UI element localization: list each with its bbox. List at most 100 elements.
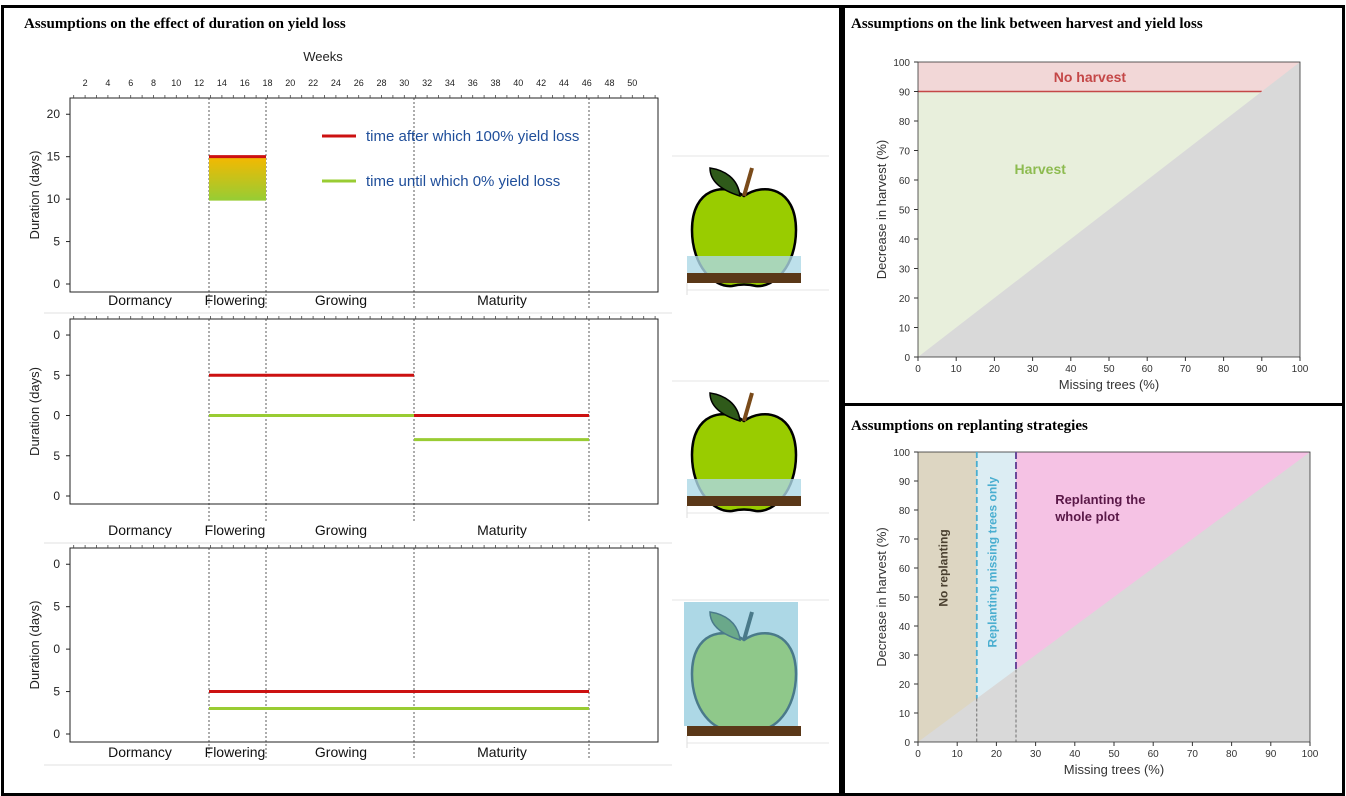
- apple-illustration: [672, 599, 829, 748]
- week-tick-label: 14: [217, 78, 227, 88]
- week-tick-label: 32: [422, 78, 432, 88]
- week-tick-label: 44: [559, 78, 569, 88]
- y-tick-label: 15: [47, 150, 61, 164]
- y-tick-label: 10: [899, 709, 911, 720]
- soil: [687, 726, 801, 736]
- week-tick-label: 50: [627, 78, 637, 88]
- y-axis-label: Decrease in harvest (%): [874, 527, 889, 666]
- x-tick-label: 30: [1027, 364, 1039, 375]
- panel-title: Assumptions on replanting strategies: [851, 418, 1088, 434]
- week-tick-label: 28: [376, 78, 386, 88]
- y-tick-label: 0: [53, 727, 60, 741]
- soil: [687, 273, 801, 283]
- replanting-whole-label-line2: whole plot: [1054, 509, 1120, 524]
- y-tick-label: 40: [899, 235, 911, 246]
- no-harvest-label: No harvest: [1054, 69, 1127, 85]
- y-tick-label: 20: [899, 680, 911, 691]
- week-tick-label: 40: [513, 78, 523, 88]
- week-tick-label: 20: [285, 78, 295, 88]
- y-tick-label: 90: [899, 88, 911, 99]
- y-tick-label: 0: [53, 328, 60, 342]
- x-tick-label: 60: [1148, 749, 1160, 760]
- y-tick-label: 5: [53, 685, 60, 699]
- y-tick-label: 50: [899, 593, 911, 604]
- plot-frame: [69, 547, 659, 743]
- legend-red-label: time after which 100% yield loss: [366, 128, 579, 145]
- phase-label: Dormancy: [108, 292, 172, 308]
- harvest-label: Harvest: [1015, 161, 1067, 177]
- x-tick-label: 40: [1065, 364, 1077, 375]
- week-tick-label: 8: [151, 78, 156, 88]
- y-axis-label: Duration (days): [27, 601, 42, 690]
- x-tick-label: 90: [1256, 364, 1268, 375]
- flood-water: [687, 256, 801, 273]
- week-tick-label: 24: [331, 78, 341, 88]
- phase-label: Flowering: [205, 744, 266, 760]
- x-axis-label: Missing trees (%): [1064, 762, 1164, 777]
- week-tick-label: 10: [171, 78, 181, 88]
- x-tick-label: 100: [1292, 364, 1309, 375]
- week-tick-label: 12: [194, 78, 204, 88]
- y-tick-label: 0: [53, 642, 60, 656]
- y-tick-label: 0: [53, 277, 60, 291]
- x-tick-label: 50: [1103, 364, 1115, 375]
- y-tick-label: 5: [53, 368, 60, 382]
- y-tick-label: 70: [899, 147, 911, 158]
- apple-illustration: [672, 155, 829, 295]
- y-tick-label: 90: [899, 477, 911, 488]
- soil: [687, 496, 801, 506]
- y-tick-label: 5: [53, 449, 60, 463]
- y-tick-label: 10: [899, 324, 911, 335]
- replanting-whole-label-line1: Replanting the: [1055, 492, 1145, 507]
- harvest-link-chart: 0 10 20 30 40 50 60 70 80 90 100 0 10 20 30 40 50 60 70 80 9…: [874, 58, 1309, 392]
- plot-frame: [69, 97, 659, 293]
- x-tick-label: 10: [951, 364, 963, 375]
- replanting-missing-label: Replanting missing trees only: [985, 477, 999, 648]
- x-tick-label: 80: [1226, 749, 1238, 760]
- y-tick-label: 0: [904, 738, 910, 749]
- week-tick-label: 18: [262, 78, 272, 88]
- y-tick-label: 100: [893, 448, 910, 459]
- phase-label: Growing: [315, 522, 367, 538]
- apple-icon: [690, 631, 798, 732]
- week-tick-label: 36: [468, 78, 478, 88]
- week-tick-label: 16: [240, 78, 250, 88]
- x-tick-label: 20: [989, 364, 1001, 375]
- phase-label: Maturity: [477, 744, 527, 760]
- x-tick-label: 70: [1187, 749, 1199, 760]
- y-tick-label: 5: [53, 600, 60, 614]
- y-tick-label: 80: [899, 117, 911, 128]
- week-tick-label: 2: [83, 78, 88, 88]
- y-tick-label: 30: [899, 651, 911, 662]
- y-tick-label: 30: [899, 265, 911, 276]
- y-tick-label: 0: [53, 557, 60, 571]
- panel-title: Assumptions on the link between harvest …: [851, 16, 1203, 32]
- y-tick-label: 0: [53, 489, 60, 503]
- phase-label: Dormancy: [108, 744, 172, 760]
- phase-label: Growing: [315, 292, 367, 308]
- stem-icon: [742, 611, 754, 641]
- y-axis-label: Decrease in harvest (%): [874, 140, 889, 279]
- y-tick-label: 10: [47, 192, 61, 206]
- x-tick-label: 80: [1218, 364, 1230, 375]
- x-tick-label: 10: [952, 749, 964, 760]
- phase-label: Maturity: [477, 522, 527, 538]
- lower-triangle: [918, 62, 1300, 357]
- y-tick-label: 20: [899, 294, 911, 305]
- phase-label: Growing: [315, 744, 367, 760]
- week-tick-label: 34: [445, 78, 455, 88]
- week-tick-label: 38: [490, 78, 500, 88]
- flood-water: [687, 479, 801, 496]
- phase-label: Dormancy: [108, 522, 172, 538]
- legend-green-label: time until which 0% yield loss: [366, 173, 560, 190]
- replanting-panel: Assumptions on replanting strategies 0 10…: [842, 403, 1345, 796]
- week-tick-label: 48: [604, 78, 614, 88]
- duration-yield-loss-panel: Assumptions on the effect of duration on…: [1, 5, 842, 796]
- y-tick-label: 20: [47, 107, 61, 121]
- y-tick-label: 0: [904, 353, 910, 364]
- phase-label: Flowering: [205, 292, 266, 308]
- x-tick-label: 30: [1030, 749, 1042, 760]
- y-tick-label: 40: [899, 622, 911, 633]
- x-tick-label: 70: [1180, 364, 1192, 375]
- y-axis-label: Duration (days): [27, 151, 42, 240]
